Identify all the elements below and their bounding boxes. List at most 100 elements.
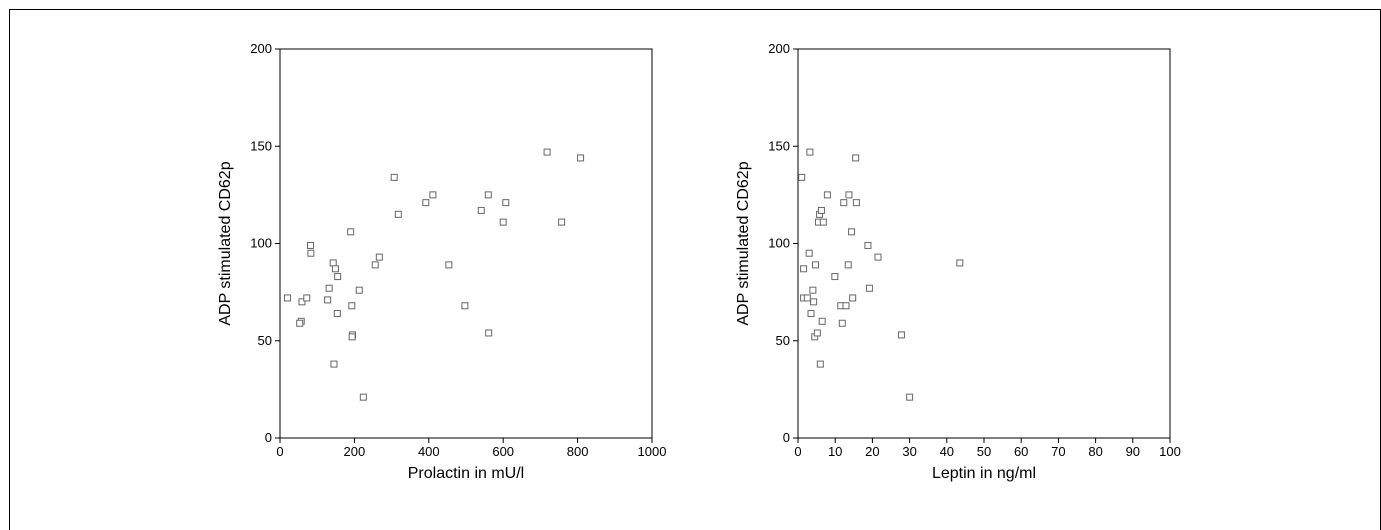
leptin-chart: 0 10 20 30 40 50 60 70 80 90 100 0 50 100 150 200 Leptin… <box>735 41 1181 482</box>
leptin-data-point <box>816 360 824 368</box>
prolactin-data-point <box>502 199 510 207</box>
leptin-data-point <box>864 241 872 249</box>
leptin-x-tick-label: 90 <box>1126 444 1140 459</box>
leptin-data-point <box>800 265 808 273</box>
leptin-x-tick-label: 100 <box>1159 444 1181 459</box>
leptin-data-point <box>897 331 905 339</box>
leptin-data-point <box>823 191 831 199</box>
prolactin-data-point <box>324 296 332 304</box>
leptin-data-point <box>831 273 839 281</box>
leptin-x-tick-label: 60 <box>1014 444 1028 459</box>
prolactin-x-tick-label: 400 <box>418 444 440 459</box>
prolactin-data-point <box>307 241 315 249</box>
prolactin-x-tick-label: 0 <box>276 444 283 459</box>
prolactin-data-point <box>348 302 356 310</box>
leptin-data-point <box>844 261 852 269</box>
leptin-data-point <box>842 302 850 310</box>
leptin-data-point <box>956 259 964 267</box>
leptin-x-tick-label: 70 <box>1051 444 1065 459</box>
prolactin-data-point <box>329 259 337 267</box>
leptin-y-tick-label: 100 <box>768 236 790 251</box>
leptin-y-tick-label: 150 <box>768 138 790 153</box>
prolactin-data-point <box>477 206 485 214</box>
leptin-data-point <box>840 199 848 207</box>
leptin-x-tick-label: 30 <box>902 444 916 459</box>
prolactin-data-point <box>577 154 585 162</box>
prolactin-plot-area <box>279 48 653 439</box>
leptin-data-point <box>852 199 860 207</box>
prolactin-data-point <box>307 249 315 257</box>
leptin-x-tick-label: 80 <box>1088 444 1102 459</box>
prolactin-data-point <box>355 286 363 294</box>
prolactin-chart: 0 200 400 600 800 1000 0 50 100 150 200 Prolactin i… <box>217 41 666 482</box>
prolactin-x-tick-label: 1000 <box>638 444 667 459</box>
leptin-data-point <box>819 218 827 226</box>
leptin-data-point <box>806 148 814 156</box>
leptin-data-point <box>805 249 813 257</box>
prolactin-data-point <box>371 261 379 269</box>
leptin-x-tick-label: 0 <box>794 444 801 459</box>
prolactin-data-point <box>499 218 507 226</box>
leptin-data-point <box>810 298 818 306</box>
prolactin-x-axis-title: Prolactin in mU/l <box>408 465 524 482</box>
prolactin-data-point <box>485 329 493 337</box>
leptin-y-tick-label: 50 <box>776 333 790 348</box>
prolactin-data-point <box>558 218 566 226</box>
prolactin-data-point <box>334 273 342 281</box>
prolactin-y-tick-label: 0 <box>265 430 272 445</box>
leptin-data-point <box>906 393 914 401</box>
prolactin-data-point <box>422 199 430 207</box>
leptin-data-point <box>848 228 856 236</box>
prolactin-data-point <box>445 261 453 269</box>
leptin-data-point <box>811 261 819 269</box>
prolactin-data-point <box>283 294 291 302</box>
prolactin-y-tick-label: 150 <box>250 138 272 153</box>
prolactin-y-tick-label: 200 <box>250 41 272 56</box>
leptin-data-point <box>849 294 857 302</box>
prolactin-data-point <box>375 253 383 261</box>
prolactin-data-point <box>325 284 333 292</box>
prolactin-data-point <box>298 298 306 306</box>
prolactin-data-point <box>348 333 356 341</box>
leptin-data-point <box>865 284 873 292</box>
leptin-plot-area <box>797 48 1171 439</box>
leptin-data-point <box>807 310 815 318</box>
prolactin-data-point <box>394 210 402 218</box>
leptin-data-point <box>818 317 826 325</box>
prolactin-data-point <box>331 265 339 273</box>
leptin-data-point <box>817 206 825 214</box>
prolactin-x-tick-label: 600 <box>492 444 514 459</box>
prolactin-data-point <box>359 393 367 401</box>
leptin-y-tick-label: 0 <box>783 430 790 445</box>
leptin-x-tick-label: 50 <box>977 444 991 459</box>
leptin-x-tick-label: 10 <box>828 444 842 459</box>
prolactin-data-point <box>461 302 469 310</box>
prolactin-data-point <box>303 294 311 302</box>
leptin-y-axis-title: ADP stimulated CD62p <box>735 161 752 325</box>
prolactin-x-tick-label: 200 <box>344 444 366 459</box>
leptin-data-point <box>845 191 853 199</box>
leptin-x-tick-label: 40 <box>940 444 954 459</box>
leptin-data-point <box>809 286 817 294</box>
prolactin-data-point <box>347 228 355 236</box>
prolactin-y-tick-label: 100 <box>250 236 272 251</box>
prolactin-y-axis-title: ADP stimulated CD62p <box>217 161 234 325</box>
prolactin-y-tick-label: 50 <box>258 333 272 348</box>
leptin-data-point <box>874 253 882 261</box>
prolactin-data-point <box>484 191 492 199</box>
leptin-x-tick-label: 20 <box>865 444 879 459</box>
leptin-data-point <box>803 294 811 302</box>
leptin-data-point <box>813 329 821 337</box>
prolactin-data-point <box>543 148 551 156</box>
prolactin-data-point <box>333 310 341 318</box>
prolactin-data-point <box>390 173 398 181</box>
prolactin-data-point <box>330 360 338 368</box>
leptin-data-point <box>852 154 860 162</box>
leptin-data-point <box>838 319 846 327</box>
leptin-data-point <box>798 173 806 181</box>
prolactin-x-tick-label: 800 <box>567 444 589 459</box>
leptin-x-axis-title: Leptin in ng/ml <box>932 465 1036 482</box>
leptin-y-tick-label: 200 <box>768 41 790 56</box>
prolactin-data-point <box>429 191 437 199</box>
